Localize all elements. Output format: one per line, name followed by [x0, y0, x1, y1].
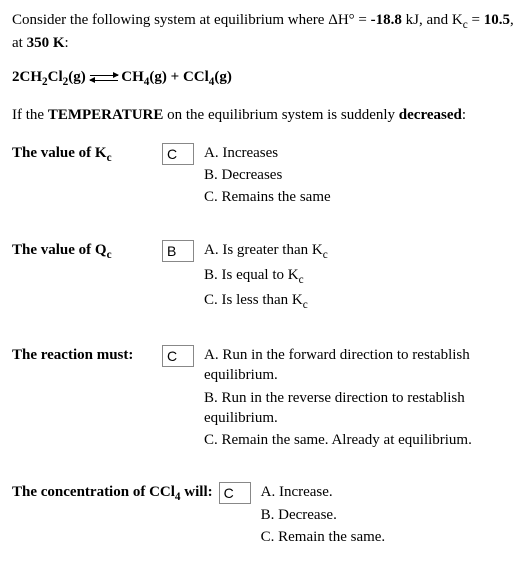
q2-optB-text: B. Is equal to K	[204, 267, 299, 283]
coef: 2	[12, 69, 20, 85]
rhs1: CH	[121, 69, 144, 85]
condition-statement: If the TEMPERATURE on the equilibrium sy…	[12, 105, 514, 125]
question-reaction: The reaction must: C A. Run in the forwa…	[12, 345, 514, 452]
q3-options: A. Run in the forward direction to resta…	[204, 345, 514, 452]
q1-optC: C. Remains the same	[204, 187, 514, 207]
cond-p1: If the	[12, 107, 48, 123]
q2-optC: C. Is less than Kc	[204, 290, 514, 313]
q3-answer-input[interactable]: C	[162, 345, 194, 367]
temp-value: 350 K	[27, 35, 65, 51]
q4-answer-input[interactable]: C	[219, 482, 251, 504]
q4-optA: A. Increase.	[261, 482, 514, 502]
q2-optB: B. Is equal to Kc	[204, 265, 514, 288]
intro-mid: kJ, and K	[402, 12, 463, 28]
q2-optC-text: C. Is less than K	[204, 292, 303, 308]
lhs1: CH	[20, 69, 43, 85]
q1-label: The value of Kc	[12, 143, 162, 166]
q2-optA: A. Is greater than Kc	[204, 240, 514, 263]
q3-optB: B. Run in the reverse direction to resta…	[204, 388, 514, 429]
plus: +	[167, 69, 183, 85]
dH-value: -18.8	[371, 12, 402, 28]
q4-optC: C. Remain the same.	[261, 527, 514, 547]
problem-intro: Consider the following system at equilib…	[12, 10, 514, 53]
q4-label: The concentration of CCl4 will:	[12, 482, 213, 505]
c-sub: c	[299, 274, 304, 286]
rhs2: CCl	[183, 69, 209, 85]
q4-options: A. Increase. B. Decrease. C. Remain the …	[261, 482, 514, 549]
q3-label: The reaction must:	[12, 345, 162, 365]
cond-temp: TEMPERATURE	[48, 107, 164, 123]
phase: (g)	[149, 69, 167, 85]
q1-optA: A. Increases	[204, 143, 514, 163]
question-kc: The value of Kc C A. Increases B. Decrea…	[12, 143, 514, 210]
kc-value: 10.5	[484, 12, 510, 28]
eq-sign: =	[468, 12, 484, 28]
q3-optA: A. Run in the forward direction to resta…	[204, 345, 514, 386]
lhs2: Cl	[48, 69, 63, 85]
equation: 2CH2Cl2(g) CH4(g) + CCl4(g)	[12, 67, 514, 90]
q2-answer-input[interactable]: B	[162, 240, 194, 262]
phase: (g)	[214, 69, 232, 85]
phase: (g)	[68, 69, 86, 85]
question-qc: The value of Qc B A. Is greater than Kc …	[12, 240, 514, 316]
colon: :	[65, 35, 69, 51]
c-sub: c	[323, 249, 328, 261]
question-ccl4: The concentration of CCl4 will: C A. Inc…	[12, 482, 514, 549]
q2-optA-text: A. Is greater than K	[204, 242, 323, 258]
q2-label-text: The value of Q	[12, 242, 107, 258]
c-sub: c	[107, 249, 112, 261]
q4-label-post: will:	[181, 484, 213, 500]
c-sub: c	[303, 299, 308, 311]
q1-label-text: The value of K	[12, 145, 107, 161]
q2-options: A. Is greater than Kc B. Is equal to Kc …	[204, 240, 514, 316]
q4-optB: B. Decrease.	[261, 505, 514, 525]
cond-p2: on the equilibrium system is suddenly	[163, 107, 398, 123]
q3-optC: C. Remain the same. Already at equilibri…	[204, 430, 514, 450]
c-sub: c	[107, 152, 112, 164]
q4-label-pre: The concentration of CCl	[12, 484, 175, 500]
q1-optB: B. Decreases	[204, 165, 514, 185]
q2-label: The value of Qc	[12, 240, 162, 263]
cond-p3: :	[462, 107, 466, 123]
q1-options: A. Increases B. Decreases C. Remains the…	[204, 143, 514, 210]
intro-text: Consider the following system at equilib…	[12, 12, 371, 28]
q1-answer-input[interactable]: C	[162, 143, 194, 165]
cond-action: decreased	[399, 107, 462, 123]
